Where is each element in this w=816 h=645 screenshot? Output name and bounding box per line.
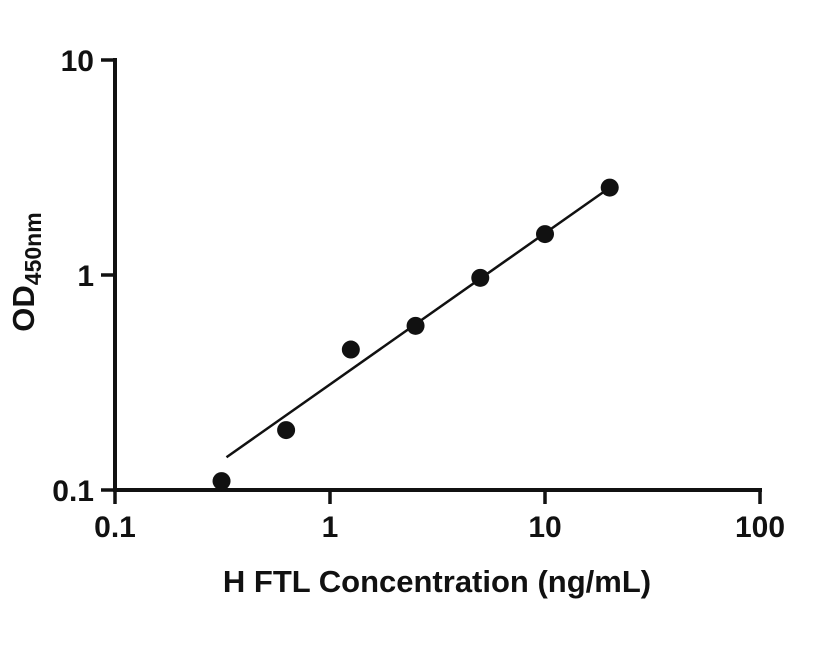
y-tick-label: 0.1 [52, 475, 94, 508]
data-point [406, 316, 425, 335]
y-tick-label: 10 [61, 45, 94, 78]
x-axis-title: H FTL Concentration (ng/mL) [223, 564, 651, 599]
data-point [212, 472, 231, 491]
x-tick-label: 10 [528, 511, 561, 544]
axis-lines [113, 58, 762, 492]
data-point [600, 178, 619, 197]
data-point [277, 421, 296, 440]
plot-series [212, 178, 619, 491]
data-point [341, 340, 360, 359]
y-axis-title-base: OD [6, 285, 41, 332]
x-tick-label: 0.1 [94, 511, 136, 544]
y-tick-label: 1 [77, 260, 94, 293]
tick-marks [101, 58, 762, 504]
tick-labels: 0.1 1 10 100 0.1 1 10 [52, 45, 785, 544]
data-point [536, 225, 554, 244]
x-tick-label: 100 [735, 511, 785, 544]
data-point [471, 268, 490, 287]
axes [113, 58, 762, 492]
y-axis-title-subscript: 450nm [20, 212, 46, 285]
y-axis-title: OD450nm [6, 212, 46, 331]
x-tick-label: 1 [322, 511, 339, 544]
